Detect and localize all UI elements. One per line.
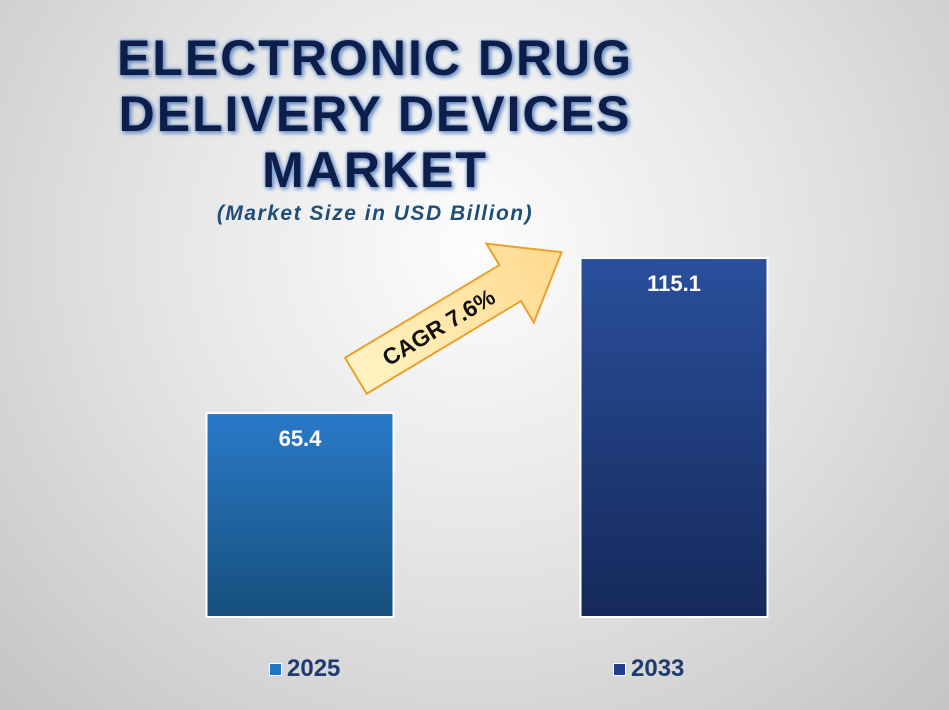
data-label-2025: 65.4 — [279, 426, 323, 451]
legend-label-2025: 2025 — [287, 655, 341, 682]
bar-2025 — [205, 412, 395, 618]
cagr-arrow: CAGR 7.6% — [343, 242, 563, 396]
legend-item-2033: 2033 — [613, 655, 684, 683]
cagr-arrow-shape — [343, 242, 563, 396]
legend-swatch-2033 — [613, 662, 626, 676]
legend-label-2033: 2033 — [631, 655, 685, 682]
chart-subtitle: (Market Size in USD Billion) — [216, 202, 534, 225]
chart-title: ELECTRONIC DRUG DELIVERY DEVICES MARKET — [116, 30, 634, 198]
legend-item-2025: 2025 — [269, 655, 340, 683]
legend-swatch-2025 — [269, 662, 282, 676]
data-label-2033: 115.1 — [647, 271, 701, 296]
bar-2033 — [579, 257, 769, 618]
